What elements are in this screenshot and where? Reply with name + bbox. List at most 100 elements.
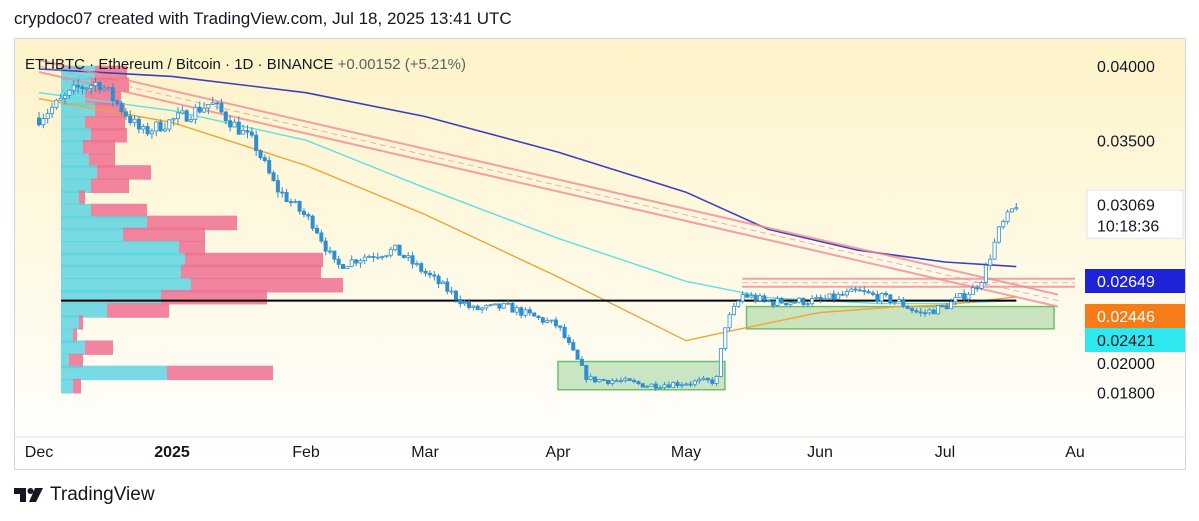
candle-body <box>636 381 641 384</box>
candle-body <box>45 113 50 119</box>
candle-body <box>249 131 254 136</box>
candle <box>962 289 967 302</box>
candle-body <box>484 305 489 309</box>
candle-body <box>892 301 897 304</box>
candle-body <box>84 87 89 90</box>
candle-body <box>666 384 671 388</box>
candle-body <box>493 303 498 306</box>
candle-body <box>797 297 802 303</box>
candle <box>284 188 289 203</box>
candle <box>744 292 749 299</box>
candle-body <box>736 300 741 307</box>
candle-body <box>128 115 133 124</box>
candle-body <box>923 312 928 315</box>
candle <box>645 385 650 388</box>
candle <box>510 300 515 313</box>
volume-profile-buy-bar <box>61 165 97 180</box>
candle <box>271 170 276 182</box>
candle <box>154 121 159 137</box>
ma-price-label: 0.02649 <box>1097 274 1155 291</box>
moving-average-blue <box>38 68 1017 268</box>
candle <box>653 381 658 392</box>
candle-body <box>110 87 115 102</box>
price-chart[interactable]: ETHBTC · Ethereum / Bitcoin · 1D · BINAN… <box>15 39 1185 469</box>
candle <box>771 300 776 309</box>
candle <box>123 108 128 121</box>
candle <box>710 377 715 386</box>
time-axis-tick: 2025 <box>154 444 190 461</box>
candle <box>523 307 528 318</box>
candle <box>805 301 810 307</box>
candle-body <box>189 119 194 122</box>
candle <box>410 251 415 269</box>
candle-body <box>480 307 485 311</box>
candle-body <box>380 256 385 259</box>
candle-body <box>549 319 554 322</box>
candle-body <box>288 201 293 204</box>
candle <box>349 255 354 268</box>
candle <box>996 226 1001 244</box>
candle <box>697 376 702 384</box>
candle <box>228 115 233 132</box>
candle-body <box>297 201 302 212</box>
candle <box>97 80 102 94</box>
candle-body <box>970 287 975 295</box>
descending-channel-upper <box>38 59 1059 296</box>
candle-body <box>393 244 398 250</box>
candle <box>197 101 202 114</box>
candle-body <box>519 307 524 316</box>
candle <box>918 308 923 317</box>
candle <box>249 127 254 138</box>
volume-profile-buy-bar <box>61 139 83 155</box>
candle <box>940 304 945 308</box>
candle <box>1009 208 1014 213</box>
candle <box>497 303 502 312</box>
candle <box>883 290 888 298</box>
candle-body <box>241 130 246 135</box>
candle <box>810 295 815 306</box>
footer-brand[interactable]: TradingView <box>50 484 155 505</box>
volume-profile-buy-bar <box>61 227 123 243</box>
candle <box>440 280 445 285</box>
candle-body <box>414 263 419 266</box>
volume-profile-buy-bar <box>61 303 107 318</box>
candle <box>245 125 250 139</box>
candle <box>705 377 710 383</box>
candle-body <box>740 294 745 302</box>
candle <box>553 316 558 329</box>
candle-body <box>401 254 406 258</box>
candle-body <box>136 118 141 130</box>
candle-body <box>879 293 884 302</box>
candle <box>115 99 120 107</box>
candle-body <box>245 130 250 133</box>
candle <box>397 244 402 256</box>
candle-body <box>875 293 880 302</box>
candle-body <box>758 295 763 302</box>
candle <box>992 238 997 260</box>
candle-body <box>692 380 697 385</box>
candle-body <box>184 110 189 122</box>
candle <box>914 308 919 314</box>
candle-body <box>827 293 832 300</box>
candle-body <box>901 299 906 307</box>
candle <box>380 255 385 261</box>
candle <box>749 292 754 299</box>
candle-body <box>80 86 85 90</box>
candle-body <box>883 293 888 296</box>
candle <box>84 87 89 91</box>
candle <box>606 379 611 386</box>
candle <box>236 116 241 136</box>
tradingview-logo-icon[interactable] <box>14 485 44 505</box>
candle-body <box>679 384 684 387</box>
volume-profile-buy-bar <box>61 190 79 205</box>
chart-panel[interactable]: ETHBTC · Ethereum / Bitcoin · 1D · BINAN… <box>14 38 1186 470</box>
candle <box>501 302 506 309</box>
volume-profile-buy-bar <box>61 128 91 143</box>
candle <box>549 319 554 324</box>
candle-body <box>675 382 680 386</box>
candle <box>480 306 485 314</box>
candle <box>714 374 719 387</box>
candle-body <box>649 383 654 387</box>
candle <box>458 295 463 308</box>
candle <box>527 306 532 316</box>
